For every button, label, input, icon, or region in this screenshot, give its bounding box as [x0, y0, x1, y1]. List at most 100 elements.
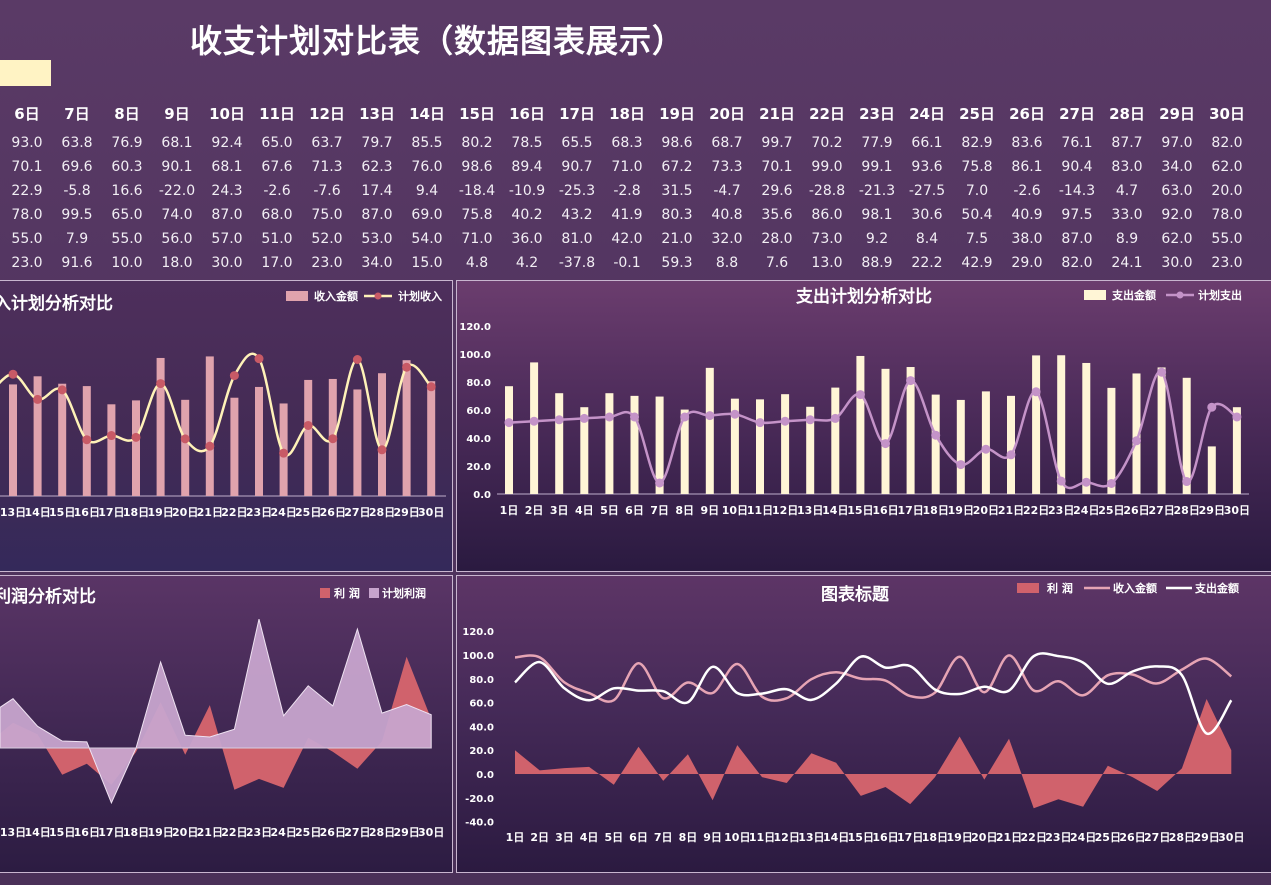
x-tick-label: 30日 — [1224, 504, 1250, 517]
x-tick-label: 2日 — [525, 504, 544, 517]
y-tick-label: 0.0 — [476, 770, 494, 781]
x-tick-label: 14日 — [822, 504, 848, 517]
table-cell: 17.4 — [361, 183, 393, 199]
marker-plan-expense — [604, 412, 614, 422]
marker-plan-income — [205, 441, 215, 451]
x-tick-label: 20日 — [172, 826, 198, 839]
marker-plan-income — [106, 431, 116, 441]
x-tick-label: 15日 — [848, 831, 874, 844]
marker-plan-expense — [529, 416, 539, 426]
legend-swatch-profit — [320, 588, 330, 598]
table-cell: 71.0 — [611, 159, 643, 175]
table-cell: 63.7 — [311, 135, 343, 151]
x-tick-label: 6日 — [629, 831, 648, 844]
table-cell: 76.9 — [111, 135, 143, 151]
x-tick-label: 18日 — [923, 504, 949, 517]
y-tick-label: 100.0 — [459, 350, 491, 361]
table-cell: -2.8 — [613, 183, 641, 199]
x-tick-label: 6日 — [625, 504, 644, 517]
marker-plan-income — [180, 434, 190, 444]
marker-plan-expense — [830, 413, 840, 423]
table-cell: 91.6 — [61, 255, 93, 271]
table-cell: 90.1 — [161, 159, 193, 175]
y-tick-label: 40.0 — [466, 434, 491, 445]
table-cell: 85.5 — [411, 135, 443, 151]
x-tick-label: 1日 — [506, 831, 525, 844]
x-tick-label: 16日 — [74, 826, 100, 839]
marker-plan-income — [156, 379, 166, 389]
table-cell: -10.9 — [508, 183, 546, 199]
legend-swatch-profit — [1017, 583, 1039, 593]
legend-swatch-bar — [1084, 290, 1106, 300]
table-cell: 89.4 — [511, 159, 543, 175]
table-header-cell: 7日 — [64, 105, 90, 123]
x-tick-label: 19日 — [147, 826, 173, 839]
table-cell: 50.4 — [961, 207, 993, 223]
table-cell: -18.4 — [458, 183, 496, 199]
table-cell: 56.0 — [161, 231, 193, 247]
table-cell: 55.0 — [1211, 231, 1243, 247]
x-tick-label: 21日 — [998, 504, 1024, 517]
table-cell: 82.9 — [961, 135, 993, 151]
table-cell: 7.9 — [65, 231, 89, 247]
chart-title: 入计划分析对比 — [0, 293, 113, 314]
table-cell: 76.0 — [411, 159, 443, 175]
table-cell: 13.0 — [811, 255, 843, 271]
table-cell: -14.3 — [1058, 183, 1096, 199]
expense-plan-chart-svg: 支出计划分析对比 支出金额 计划支出 0.0 20.0 40.0 60.0 80.0 100.0… — [459, 286, 1250, 517]
bar-expense — [680, 409, 689, 494]
table-cell: 23.0 — [11, 255, 43, 271]
y-tick-label: -40.0 — [465, 818, 494, 829]
table-cell: 69.0 — [411, 207, 443, 223]
table-cell: 78.0 — [1211, 207, 1243, 223]
x-tick-label: 14日 — [24, 826, 50, 839]
y-tick-label: 60.0 — [466, 406, 491, 417]
marker-plan-income — [402, 362, 412, 372]
table-cell: 78.5 — [511, 135, 543, 151]
marker-plan-expense — [1006, 450, 1016, 460]
x-tick-label: 18日 — [123, 826, 149, 839]
table-cell: 68.1 — [211, 159, 243, 175]
table-cell: 40.2 — [511, 207, 543, 223]
table-header-cell: 19日 — [659, 105, 695, 123]
marker-plan-expense — [805, 415, 815, 425]
table-cell: 69.6 — [61, 159, 93, 175]
marker-plan-income — [279, 448, 289, 458]
table-header-row: 6日 7日 8日 9日 10日 11日 12日 13日 14日 15日 16日 17日 18日 19日 20… — [0, 103, 1271, 127]
table-header-cell: 10日 — [209, 105, 245, 123]
x-tick-label: 21日 — [197, 506, 223, 519]
marker-plan-income — [254, 354, 264, 364]
bar-expense — [555, 393, 564, 494]
legend-swatch-bar — [286, 291, 308, 301]
bar-expense — [831, 387, 840, 494]
y-tick-label: 80.0 — [469, 675, 494, 686]
table-cell: 71.0 — [461, 231, 493, 247]
page-title: 收支计划对比表（数据图表展示） — [190, 22, 686, 60]
x-tick-label: 10日 — [724, 831, 750, 844]
table-cell: 7.5 — [965, 231, 989, 247]
table-cell: 88.9 — [861, 255, 893, 271]
table-cell: 55.0 — [11, 231, 43, 247]
table-row: 70.1 69.6 60.3 90.1 68.1 67.6 71.3 62.3 76.0 98.6… — [0, 159, 1271, 183]
x-tick-label: 26日 — [1119, 831, 1145, 844]
x-tick-label: 10日 — [722, 504, 748, 517]
bar-expense — [756, 399, 764, 494]
x-tick-label: 1日 — [500, 504, 519, 517]
x-tick-label: 8日 — [675, 504, 694, 517]
table-cell: 87.0 — [1061, 231, 1093, 247]
bar-expense — [1207, 446, 1216, 494]
x-tick-label: 25日 — [1095, 831, 1121, 844]
x-tick-label: 26日 — [320, 506, 346, 519]
table-cell: 55.0 — [111, 231, 143, 247]
table-cell: 8.8 — [715, 255, 739, 271]
marker-plan-expense — [1207, 402, 1217, 412]
x-tick-label: 16日 — [872, 504, 898, 517]
table-cell: 70.1 — [11, 159, 43, 175]
marker-plan-expense — [1132, 436, 1141, 446]
marker-plan-expense — [1157, 367, 1167, 377]
table-cell: 99.7 — [761, 135, 793, 151]
x-tick-label: 18日 — [922, 831, 948, 844]
legend-label: 利 润 — [334, 586, 360, 600]
bar-income — [9, 384, 17, 496]
legend-label: 支出金额 — [1111, 288, 1156, 302]
